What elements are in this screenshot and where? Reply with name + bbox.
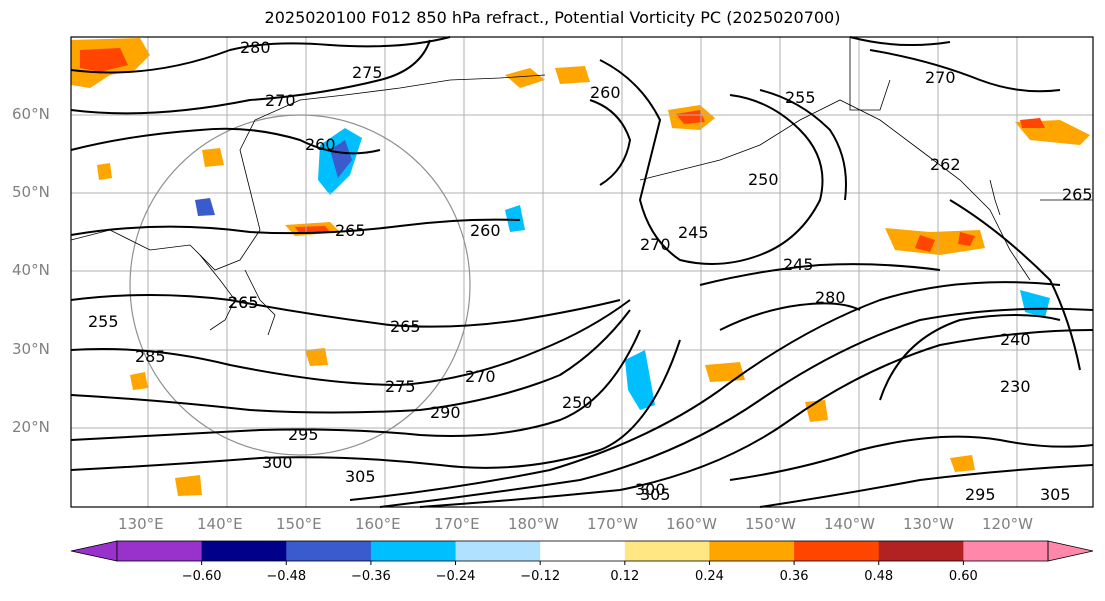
colorbar-tick-label: 0.48 [864, 569, 894, 584]
contour-label: 285 [135, 347, 166, 366]
colorbar-tick-label: −0.24 [435, 569, 476, 584]
contour-label: 265 [1062, 185, 1093, 204]
lon-label: 140°W [824, 515, 875, 533]
contour-label: 290 [430, 403, 461, 422]
contour-label: 260 [470, 221, 501, 240]
colorbar-segment [117, 541, 203, 561]
contour-lines [70, 36, 1094, 508]
lon-label: 160°E [355, 515, 401, 533]
contour-label: 300 [262, 453, 293, 472]
contour-label: 240 [1000, 330, 1031, 349]
colorbar [70, 540, 1094, 565]
colorbar-tick-label: 0.60 [948, 569, 978, 584]
contour-label-group: 280 275 270 260 265 260 255 265 270 265 … [88, 38, 1093, 504]
contour-label: 260 [305, 135, 336, 154]
colorbar-segment [878, 541, 964, 561]
colorbar-tick-label: 0.36 [779, 569, 809, 584]
colorbar-segment [963, 541, 1049, 561]
lon-label: 130°W [903, 515, 954, 533]
colorbar-tick-label: −0.48 [266, 569, 307, 584]
colorbar-tick-label: 0.24 [694, 569, 724, 584]
contour-label: 280 [240, 38, 271, 57]
lon-label: 150°W [745, 515, 796, 533]
lat-label: 20°N [12, 418, 50, 436]
colorbar-arrow-left [70, 540, 118, 562]
lon-label: 170°E [434, 515, 480, 533]
colorbar-segment [540, 541, 626, 561]
colorbar-tick-label: −0.12 [520, 569, 561, 584]
contour-label: 275 [385, 377, 416, 396]
colorbar-tick-label: −0.36 [350, 569, 391, 584]
colorbar-segment [370, 541, 457, 561]
lat-label: 30°N [12, 340, 50, 358]
lon-label: 130°E [118, 515, 164, 533]
lon-label: 160°W [666, 515, 717, 533]
contour-label: 270 [465, 367, 496, 386]
lon-label: 170°W [587, 515, 638, 533]
lon-label: 120°W [982, 515, 1033, 533]
contour-label: 250 [748, 170, 779, 189]
colorbar-segment [455, 541, 541, 561]
contour-label: 245 [678, 223, 709, 242]
lon-label: 150°E [276, 515, 322, 533]
contour-label: 245 [783, 255, 814, 274]
lat-label: 40°N [12, 261, 50, 279]
contour-label: 295 [965, 485, 996, 504]
contour-label: 270 [640, 235, 671, 254]
map-frame [70, 36, 1094, 508]
colorbar-segment [794, 541, 880, 561]
colorbar-segment [624, 541, 710, 561]
contour-label: 305 [1040, 485, 1071, 504]
contour-label: 265 [390, 317, 421, 336]
coastlines [70, 37, 1093, 336]
contour-label: 230 [1000, 377, 1031, 396]
contour-label: 270 [265, 91, 296, 110]
colorbar-tick-label: 0.12 [610, 569, 640, 584]
colorbar-segment [709, 541, 795, 561]
contour-label: 262 [930, 155, 961, 174]
lon-label: 140°E [197, 515, 243, 533]
lat-label: 50°N [12, 183, 50, 201]
contour-label: 305 [640, 485, 671, 504]
contour-label: 280 [815, 288, 846, 307]
colorbar-frame [116, 540, 1049, 562]
contour-label: 260 [590, 83, 621, 102]
range-circle [129, 114, 471, 456]
contour-label: 305 [345, 467, 376, 486]
contour-label: 250 [562, 393, 593, 412]
contour-label: 270 [925, 68, 956, 87]
colorbar-arrow-right [1047, 540, 1094, 562]
contour-label: 255 [785, 88, 816, 107]
contour-label: 265 [228, 293, 259, 312]
lon-label: 180°W [508, 515, 559, 533]
contour-label: 295 [288, 425, 319, 444]
contour-label: 265 [335, 221, 366, 240]
lat-label: 60°N [12, 105, 50, 123]
contour-label: 255 [88, 312, 119, 331]
contour-label: 265 [228, 293, 259, 312]
contour-label: 275 [352, 63, 383, 82]
anomaly-patches [71, 38, 1090, 496]
colorbar-tick-label: −0.60 [181, 569, 222, 584]
colorbar-segment [286, 541, 372, 561]
map-title: 2025020100 F012 850 hPa refract., Potent… [264, 8, 841, 27]
colorbar-segment [201, 541, 287, 561]
contour-label: 300 [635, 480, 666, 499]
gridlines [71, 37, 1093, 507]
